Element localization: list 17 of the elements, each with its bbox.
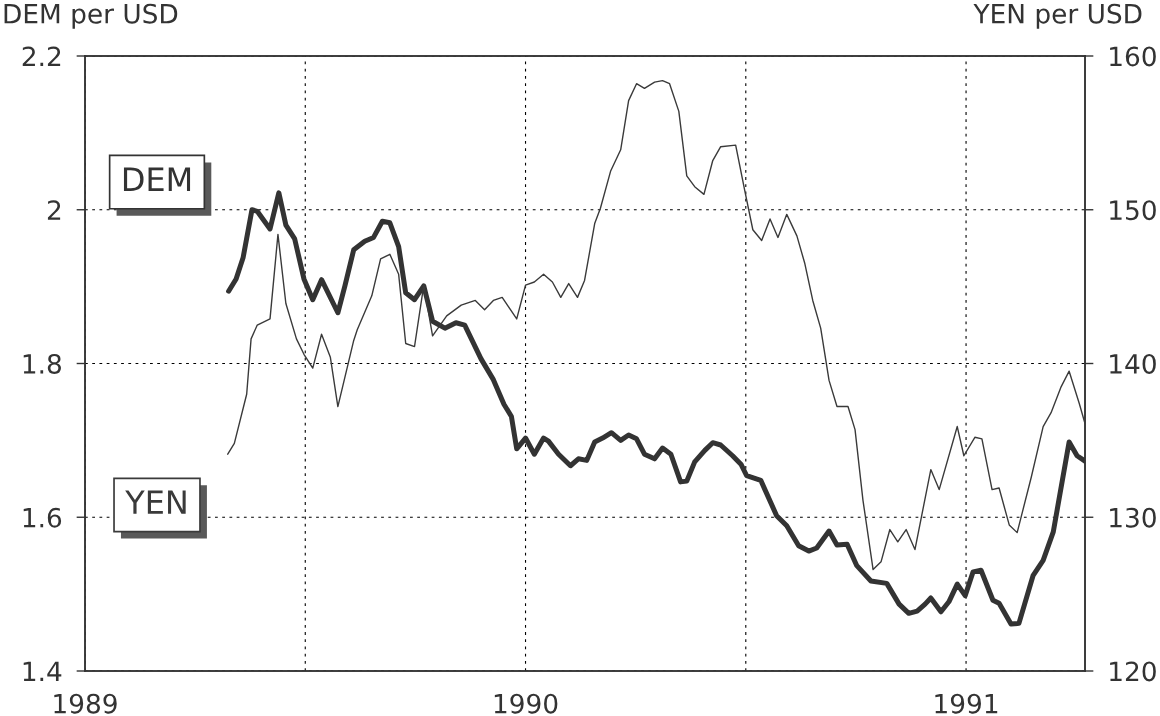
y2-tick-label: 160 bbox=[1110, 46, 1156, 67]
x-tick-label: 1991 bbox=[935, 693, 998, 714]
x-tick-label: 1990 bbox=[494, 693, 558, 714]
y2-tick-label: 120 bbox=[1110, 661, 1156, 682]
y2-axis-title: YEN per USD bbox=[973, 3, 1142, 29]
y-tick-label: 2.2 bbox=[22, 46, 61, 67]
x-tick-label: 1989 bbox=[54, 693, 117, 714]
y-axis-title: DEM per USD bbox=[4, 3, 178, 29]
y-tick-label: 2 bbox=[47, 200, 61, 220]
y2-tick-label: 140 bbox=[1110, 353, 1156, 374]
y-tick-label: 1.6 bbox=[23, 507, 62, 528]
series-label: YEN bbox=[125, 490, 186, 514]
y2-tick-label: 130 bbox=[1110, 507, 1156, 528]
text: DEM bbox=[123, 167, 191, 191]
y2-tick-label: 150 bbox=[1110, 200, 1156, 221]
y-tick-label: 1.4 bbox=[23, 661, 62, 682]
y-tick-label: 1.8 bbox=[23, 353, 61, 374]
